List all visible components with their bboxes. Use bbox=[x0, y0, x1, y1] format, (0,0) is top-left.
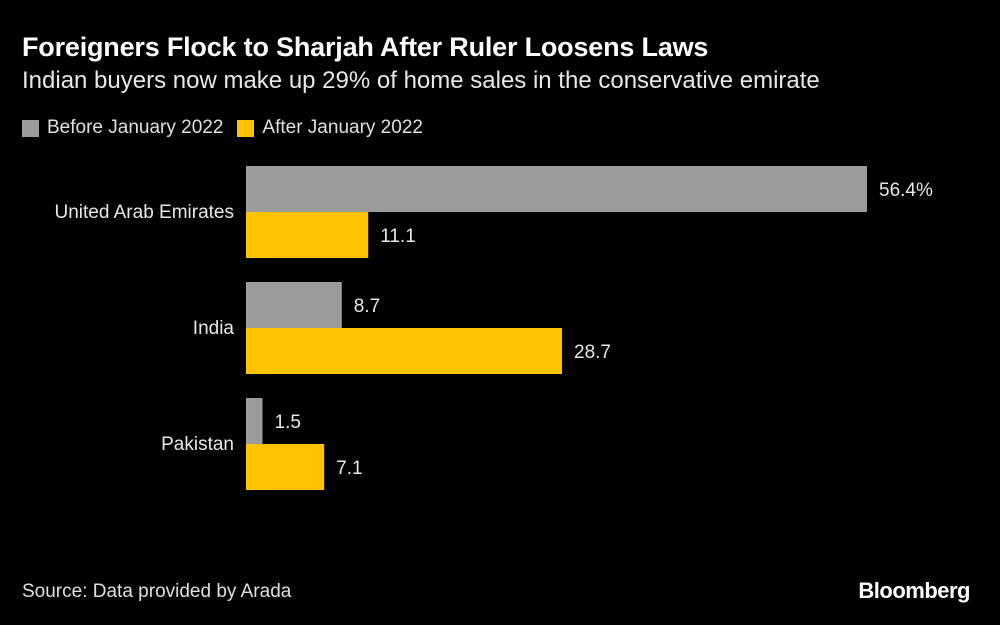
bloomberg-logo: Bloomberg bbox=[858, 578, 970, 603]
legend-label-after: After January 2022 bbox=[262, 117, 423, 138]
category-label-india: India bbox=[193, 318, 235, 339]
legend-item-before: Before January 2022 bbox=[22, 117, 223, 139]
category-label-united-arab-emirates: United Arab Emirates bbox=[54, 202, 234, 223]
legend-swatch-before bbox=[22, 119, 39, 137]
data-label-pakistan-after: 7.1 bbox=[336, 458, 362, 479]
bar-pakistan-after bbox=[246, 444, 325, 490]
legend-item-after: After January 2022 bbox=[237, 117, 423, 139]
legend: Before January 2022 After January 2022 bbox=[22, 117, 437, 139]
category-label-pakistan: Pakistan bbox=[161, 434, 234, 455]
bar-india-after bbox=[246, 328, 563, 374]
source-note: Source: Data provided by Arada bbox=[22, 581, 292, 602]
bar-chart: United Arab Emirates 56.4% 11.1 India 8.7 28.… bbox=[54, 166, 933, 490]
bar-united-arab-emirates-after bbox=[246, 212, 369, 258]
data-label-india-after: 28.7 bbox=[574, 342, 611, 363]
chart-title: Foreigners Flock to Sharjah After Ruler … bbox=[22, 32, 709, 62]
chart-subtitle: Indian buyers now make up 29% of home sa… bbox=[22, 67, 820, 94]
bar-india-before bbox=[246, 282, 342, 328]
data-label-united-arab-emirates-after: 11.1 bbox=[380, 226, 416, 247]
legend-swatch-after bbox=[237, 119, 255, 137]
legend-label-before: Before January 2022 bbox=[47, 117, 224, 138]
data-label-united-arab-emirates-before: 56.4% bbox=[879, 180, 933, 201]
bar-pakistan-before bbox=[246, 398, 263, 444]
data-label-pakistan-before: 1.5 bbox=[275, 412, 301, 433]
bar-united-arab-emirates-before bbox=[246, 166, 867, 212]
data-label-india-before: 8.7 bbox=[354, 296, 380, 317]
